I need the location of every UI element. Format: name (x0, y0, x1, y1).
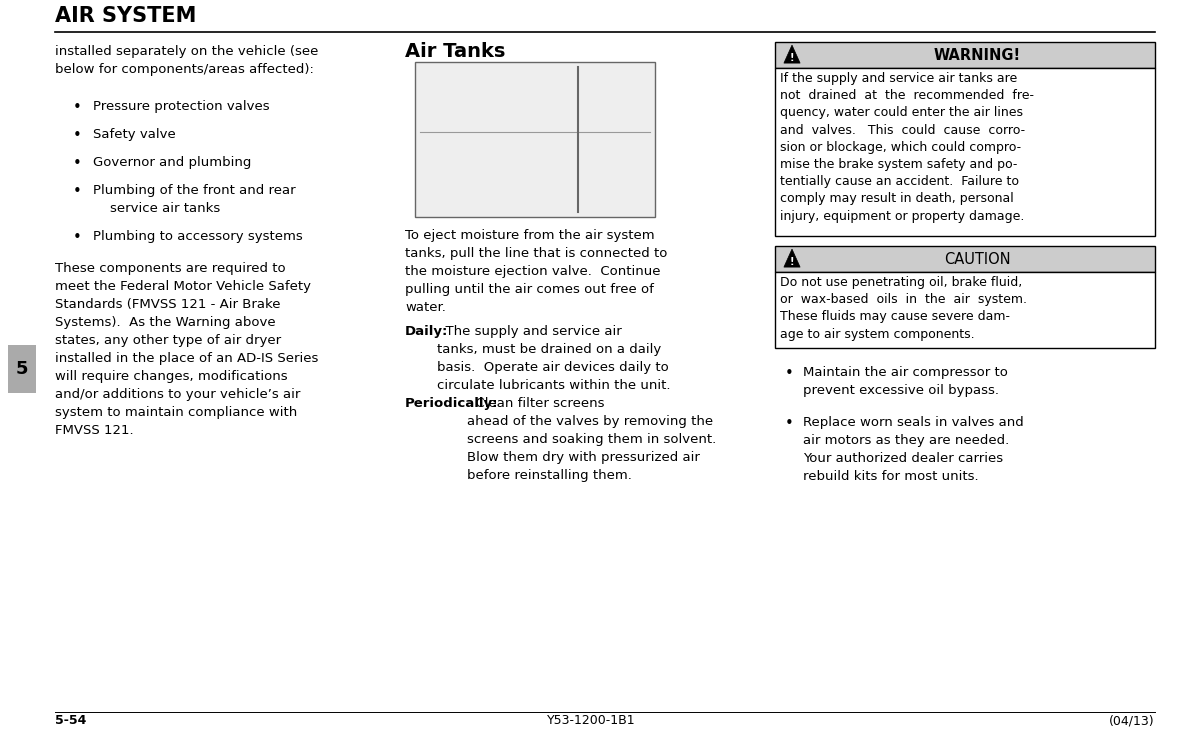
Text: •: • (73, 184, 82, 199)
Text: !: ! (790, 257, 794, 266)
Text: Y53-1200-1B1: Y53-1200-1B1 (547, 714, 635, 727)
Text: Daily:: Daily: (405, 325, 448, 338)
Polygon shape (784, 45, 800, 63)
Polygon shape (784, 249, 800, 267)
FancyBboxPatch shape (775, 246, 1155, 272)
Text: The supply and service air
tanks, must be drained on a daily
basis.  Operate air: The supply and service air tanks, must b… (437, 325, 670, 392)
Text: •: • (73, 128, 82, 143)
Text: Do not use penetrating oil, brake fluid,
or  wax-based  oils  in  the  air  syst: Do not use penetrating oil, brake fluid,… (780, 276, 1027, 340)
FancyBboxPatch shape (775, 42, 1155, 68)
Text: Periodically:: Periodically: (405, 397, 499, 410)
Text: Governor and plumbing: Governor and plumbing (93, 156, 252, 169)
Text: Plumbing to accessory systems: Plumbing to accessory systems (93, 230, 303, 243)
Text: installed separately on the vehicle (see
below for components/areas affected):: installed separately on the vehicle (see… (56, 45, 318, 76)
Text: !: ! (790, 53, 794, 63)
Text: These components are required to
meet the Federal Motor Vehicle Safety
Standards: These components are required to meet th… (56, 262, 318, 437)
Text: (04/13): (04/13) (1110, 714, 1155, 727)
Text: Safety valve: Safety valve (93, 128, 176, 141)
Text: If the supply and service air tanks are
not  drained  at  the  recommended  fre-: If the supply and service air tanks are … (780, 72, 1034, 223)
Text: AIR SYSTEM: AIR SYSTEM (56, 6, 196, 26)
Text: •: • (73, 156, 82, 171)
Text: •: • (785, 366, 794, 381)
Text: Pressure protection valves: Pressure protection valves (93, 100, 269, 113)
Text: Air Tanks: Air Tanks (405, 42, 506, 61)
Text: WARNING!: WARNING! (934, 48, 1020, 62)
Text: 5: 5 (15, 360, 28, 378)
Text: •: • (73, 230, 82, 245)
Text: Maintain the air compressor to
prevent excessive oil bypass.: Maintain the air compressor to prevent e… (803, 366, 1008, 397)
Text: •: • (73, 100, 82, 115)
Text: To eject moisture from the air system
tanks, pull the line that is connected to
: To eject moisture from the air system ta… (405, 229, 668, 314)
FancyBboxPatch shape (775, 272, 1155, 348)
FancyBboxPatch shape (775, 68, 1155, 236)
Text: Replace worn seals in valves and
air motors as they are needed.
Your authorized : Replace worn seals in valves and air mot… (803, 416, 1024, 483)
FancyBboxPatch shape (8, 345, 35, 393)
Text: •: • (785, 416, 794, 431)
Text: Clean filter screens
ahead of the valves by removing the
screens and soaking the: Clean filter screens ahead of the valves… (467, 397, 716, 482)
Text: CAUTION: CAUTION (943, 252, 1011, 266)
Text: 5-54: 5-54 (56, 714, 86, 727)
FancyBboxPatch shape (415, 62, 655, 217)
Text: Plumbing of the front and rear
    service air tanks: Plumbing of the front and rear service a… (93, 184, 296, 215)
